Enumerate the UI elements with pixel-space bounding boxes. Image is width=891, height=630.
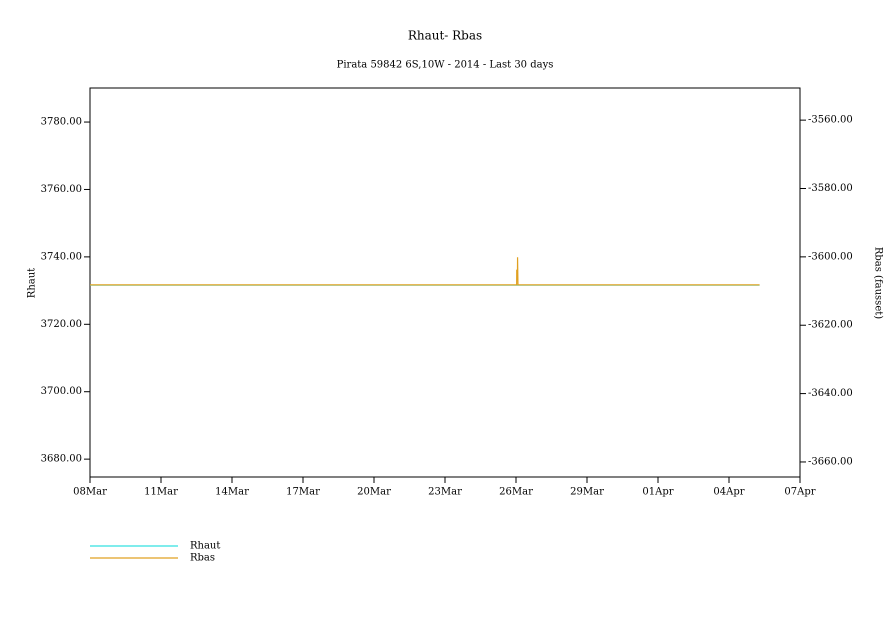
y2-tick-label: -3660.00 <box>808 456 853 467</box>
series-line <box>90 257 760 286</box>
x-tick-label: 17Mar <box>286 487 320 498</box>
x-tick-label: 04Apr <box>713 487 744 498</box>
x-tick-label: 14Mar <box>215 487 249 498</box>
x-tick-label: 23Mar <box>428 487 462 498</box>
y-axis-label: Rhaut <box>27 268 38 298</box>
y2-axis-label: Rbas (fausset) <box>873 247 884 319</box>
chart-subtitle: Pirata 59842 6S,10W - 2014 - Last 30 day… <box>337 60 554 71</box>
y-tick-label: 3680.00 <box>41 454 82 465</box>
y-tick-label: 3780.00 <box>41 117 82 128</box>
legend-label: Rbas <box>190 553 215 564</box>
y2-tick-label: -3620.00 <box>808 320 853 331</box>
legend-label: Rhaut <box>190 541 220 552</box>
plot-frame <box>89 87 801 478</box>
y2-tick-label: -3640.00 <box>808 388 853 399</box>
x-tick-label: 26Mar <box>499 487 533 498</box>
y2-tick-label: -3560.00 <box>808 115 853 126</box>
x-tick-label: 07Apr <box>784 487 815 498</box>
y2-tick-label: -3600.00 <box>808 251 853 262</box>
y-tick-label: 3700.00 <box>41 386 82 397</box>
x-tick-label: 01Apr <box>642 487 673 498</box>
y2-tick-label: -3580.00 <box>808 183 853 194</box>
x-tick-label: 11Mar <box>144 487 178 498</box>
y-tick-label: 3720.00 <box>41 319 82 330</box>
x-tick-label: 08Mar <box>73 487 107 498</box>
x-tick-label: 20Mar <box>357 487 391 498</box>
x-tick-label: 29Mar <box>570 487 604 498</box>
y-tick-label: 3760.00 <box>41 184 82 195</box>
y-tick-label: 3740.00 <box>41 251 82 262</box>
chart-title: Rhaut- Rbas <box>408 29 482 43</box>
